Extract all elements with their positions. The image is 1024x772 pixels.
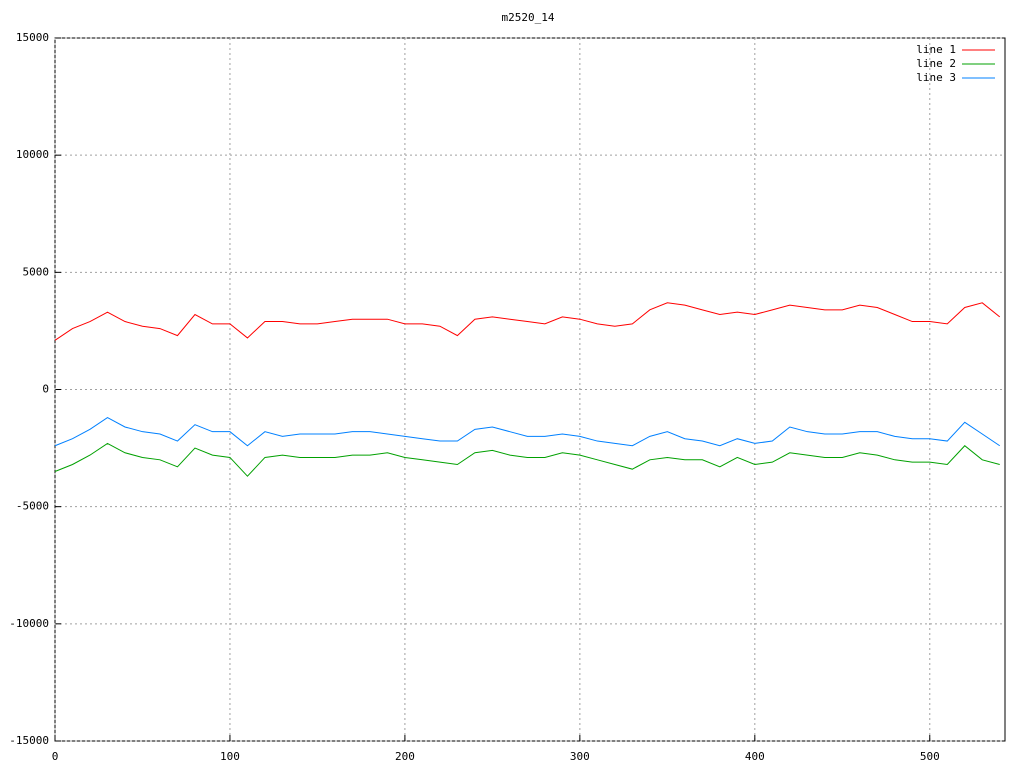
data-line	[54, 302, 1001, 341]
x-tick-label: 300	[570, 750, 590, 763]
y-tick-label: 0	[42, 383, 49, 396]
data-line	[54, 442, 1000, 477]
x-tick-label: 200	[395, 750, 415, 763]
x-tick-label: 400	[745, 750, 765, 763]
y-tick-label: 15000	[16, 31, 49, 44]
x-tick-label: 100	[220, 750, 240, 763]
data-line	[54, 417, 1001, 447]
y-tick-label: -5000	[16, 500, 49, 513]
y-tick-label: -15000	[9, 734, 49, 747]
y-tick-label: -10000	[9, 617, 49, 630]
legend-label: line 1	[916, 43, 956, 56]
legend-label: line 2	[916, 57, 956, 70]
x-tick-label: 0	[52, 750, 59, 763]
legend-label: line 3	[916, 71, 956, 84]
x-tick-label: 500	[920, 750, 940, 763]
y-tick-label: 10000	[16, 148, 49, 161]
y-tick-label: 5000	[23, 265, 50, 278]
chart-title: m2520_14	[502, 11, 555, 24]
